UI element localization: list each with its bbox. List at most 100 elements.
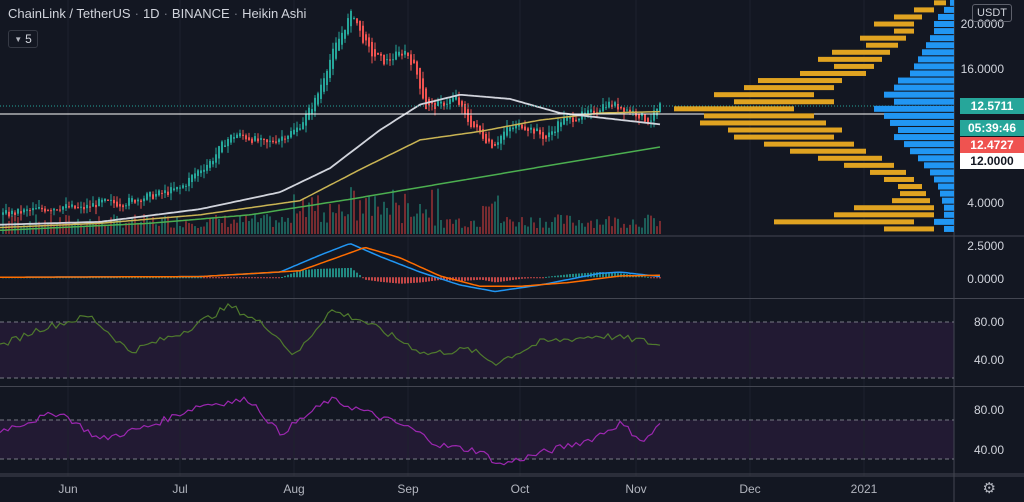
candle-body [32,208,34,211]
candle-body [269,140,271,142]
volume-bar [638,226,640,234]
candle-body [455,95,457,100]
volume-bar [260,218,262,234]
macd-histogram-bar [533,277,535,279]
volume-bar [290,222,292,234]
collapse-indicators-button[interactable]: ▼ 5 [8,30,38,48]
candle-body [170,187,172,194]
macd-histogram-bar [404,277,406,284]
currency-button[interactable]: USDT [972,4,1012,22]
macd-histogram-bar [212,277,214,279]
candle-body [386,59,388,61]
volume-bar [104,224,106,234]
volume-bar [167,216,169,234]
volume-bar [26,225,28,234]
exchange-label: BINANCE [171,6,230,21]
candle-body [524,126,526,131]
candle-body [422,78,424,99]
symbol-name[interactable]: ChainLink / TetherUS [8,6,131,21]
candle-body [473,121,475,128]
macd-histogram-bar [494,277,496,283]
volume-profile-up [924,162,954,169]
volume-bar [326,222,328,234]
macd-histogram-bar [260,277,262,279]
macd-histogram-bar [560,275,562,278]
interval-label[interactable]: 1D [142,6,160,21]
candle-body [569,116,571,119]
volume-bar [557,214,559,234]
macd-histogram-bar [305,269,307,278]
macd-histogram-bar [107,277,109,279]
macd-histogram-bar [236,277,238,279]
volume-profile-down [898,184,922,190]
macd-histogram-bar [548,276,550,278]
volume-bar [92,223,94,234]
macd-histogram-bar [254,277,256,279]
candle-body [572,117,574,122]
volume-profile-down [734,134,834,140]
candle-body [191,174,193,183]
macd-histogram-bar [224,277,226,279]
candle-body [599,110,601,113]
volume-bar [572,222,574,234]
volume-bar [488,206,490,234]
candle-body [266,139,268,143]
macd-histogram-bar [395,277,397,284]
candle-body [560,122,562,127]
macd-histogram-bar [443,277,445,281]
volume-bar [593,227,595,234]
macd-histogram-bar [185,277,187,279]
candle-body [629,109,631,113]
volume-bar [254,214,256,234]
candle-body [50,210,52,212]
candle-body [545,135,547,139]
macd-histogram-bar [116,277,118,279]
candle-body [617,103,619,110]
macd-histogram-bar [605,272,607,278]
gear-icon[interactable]: ⚙ [982,480,996,497]
candle-body [20,211,22,214]
volume-bar [599,224,601,234]
macd-histogram-bar [614,272,616,278]
volume-bar [233,219,235,234]
candle-body [329,59,331,78]
candle-body [107,199,109,201]
candle-body [341,32,343,45]
candle-body [653,110,655,121]
candle-body [647,118,649,124]
macd-histogram-bar [374,277,376,282]
macd-histogram-bar [527,277,529,279]
macd-histogram-bar [341,268,343,278]
volume-bar [176,216,178,234]
macd-histogram-bar [182,277,184,279]
candle-body [464,103,466,115]
volume-bar [542,227,544,234]
macd-histogram-bar [491,277,493,282]
macd-histogram-bar [320,268,322,278]
volume-bar [386,207,388,234]
volume-bar [32,227,34,234]
volume-profile-up [884,112,954,119]
volume-profile-down [892,198,930,204]
macd-histogram-bar [257,277,259,279]
macd-histogram-bar [122,277,124,279]
candle-body [122,205,124,208]
macd-histogram-bar [656,277,658,279]
macd-histogram-bar [413,277,415,283]
candle-body [392,59,394,61]
candle-body [128,197,130,206]
candle-body [206,164,208,171]
volume-profile-up [914,63,954,70]
volume-profile-up [938,13,954,20]
volume-profile-down [832,49,890,55]
candle-body [491,140,493,148]
volume-bar [539,217,541,234]
candle-body [14,212,16,215]
candle-body [8,211,10,217]
macd-axis-tick: 0.0000 [967,272,1004,286]
volume-profile-down [900,191,926,197]
candle-body [113,199,115,204]
macd-histogram-bar [155,277,157,279]
volume-bar [251,218,253,234]
